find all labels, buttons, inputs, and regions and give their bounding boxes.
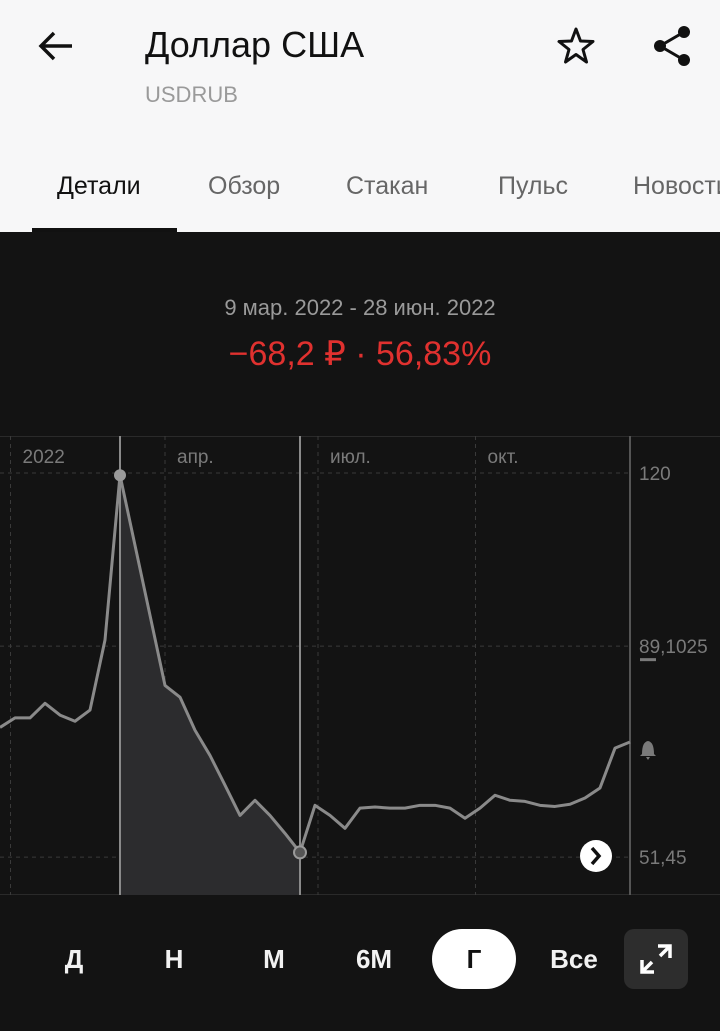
- header: Доллар США USDRUB Детали Обзор Стакан Пу…: [0, 0, 720, 232]
- selection-start-point: [114, 469, 126, 482]
- favorite-button[interactable]: [556, 26, 596, 66]
- x-tick-label: июл.: [330, 447, 371, 468]
- selection-end-point: [293, 845, 307, 860]
- tab[interactable]: Детали: [57, 172, 141, 200]
- next-arrow: [590, 846, 602, 866]
- active-period-pill: [432, 929, 516, 989]
- y-tick-label: 120: [639, 464, 671, 485]
- expand-button[interactable]: [624, 929, 688, 989]
- tab[interactable]: Обзор: [208, 172, 281, 200]
- subtitle: USDRUB: [145, 82, 238, 107]
- tab[interactable]: Стакан: [346, 172, 429, 200]
- x-tick-label: 2022: [23, 447, 65, 468]
- share-button[interactable]: [652, 25, 692, 67]
- price-line: [0, 473, 631, 854]
- period-button[interactable]: Г: [466, 944, 482, 974]
- selection-area: [120, 475, 300, 895]
- period-button[interactable]: М: [263, 944, 285, 974]
- title: Доллар США: [145, 24, 365, 65]
- chart: 2022 апр. июл. окт. 120 89,1025 51,45: [0, 436, 720, 895]
- back-button[interactable]: [36, 28, 76, 64]
- tab-indicator: [32, 228, 177, 232]
- bell-icon: [640, 741, 656, 760]
- next-button: [580, 840, 612, 872]
- range-label: 9 мар. 2022 - 28 июн. 2022: [224, 295, 496, 320]
- period-button[interactable]: Н: [164, 944, 184, 974]
- change-label: −68,2 ₽ · 56,83%: [228, 335, 492, 373]
- x-tick-label: апр.: [177, 447, 214, 468]
- tab[interactable]: Новости: [633, 172, 720, 200]
- x-tick-label: окт.: [488, 447, 519, 468]
- y-tick-label: 89,1025: [639, 637, 708, 658]
- price-marker: [640, 658, 656, 662]
- period-button[interactable]: Д: [64, 944, 84, 974]
- period-button[interactable]: 6М: [355, 944, 393, 974]
- tab[interactable]: Пульс: [498, 172, 569, 200]
- y-tick-label: 51,45: [639, 848, 687, 869]
- period-button[interactable]: Все: [550, 944, 598, 974]
